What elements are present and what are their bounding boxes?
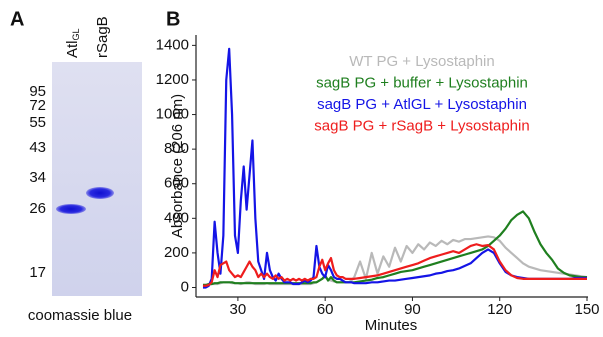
x-axis-label: Minutes [365, 317, 418, 334]
marker-label: 26 [29, 200, 46, 217]
marker-label: 34 [29, 169, 46, 186]
lane-label: AtlGL [64, 28, 81, 58]
y-tick-label: 0 [181, 278, 189, 295]
legend-entry: sagB PG + rSagB + Lysostaphin [314, 117, 529, 134]
panel-b: B Absorbance (206 nm) Minutes 0200400600… [156, 8, 600, 334]
legend-entry: WT PG + Lysostaphin [349, 53, 494, 70]
y-tick-label: 1200 [156, 71, 189, 88]
marker-label: 72 [29, 97, 46, 114]
legend-entry: sagB PG + AtlGL + Lysostaphin [317, 96, 527, 113]
y-tick-label: 400 [164, 209, 189, 226]
page: A AtlGL rSagB coomassie blue 95725543342… [0, 0, 603, 337]
y-tick-label: 1400 [156, 36, 189, 53]
gel-band [86, 187, 114, 199]
panel-label: B [166, 8, 180, 30]
lane-label-text: Atl [64, 40, 81, 58]
x-tick-label: 60 [317, 301, 334, 318]
x-tick-label: 150 [574, 301, 599, 318]
gel-band [56, 204, 86, 214]
y-tick-label: 800 [164, 140, 189, 157]
x-tick-label: 120 [487, 301, 512, 318]
y-tick-label: 600 [164, 175, 189, 192]
marker-label: 17 [29, 264, 46, 281]
panel-label: A [10, 8, 24, 30]
y-tick-label: 200 [164, 244, 189, 261]
x-tick-label: 90 [404, 301, 421, 318]
gel-caption: coomassie blue [28, 307, 132, 324]
marker-label: 43 [29, 139, 46, 156]
panel-a: A AtlGL rSagB coomassie blue 95725543342… [10, 8, 142, 324]
marker-label: 55 [29, 114, 46, 131]
figure: A AtlGL rSagB coomassie blue 95725543342… [0, 0, 603, 337]
y-tick-label: 1000 [156, 106, 189, 123]
lane-label-sub: GL [71, 28, 81, 40]
lane-label: rSagB [94, 16, 111, 58]
x-tick-label: 30 [230, 301, 247, 318]
gel [52, 62, 142, 296]
legend-entry: sagB PG + buffer + Lysostaphin [316, 74, 528, 91]
